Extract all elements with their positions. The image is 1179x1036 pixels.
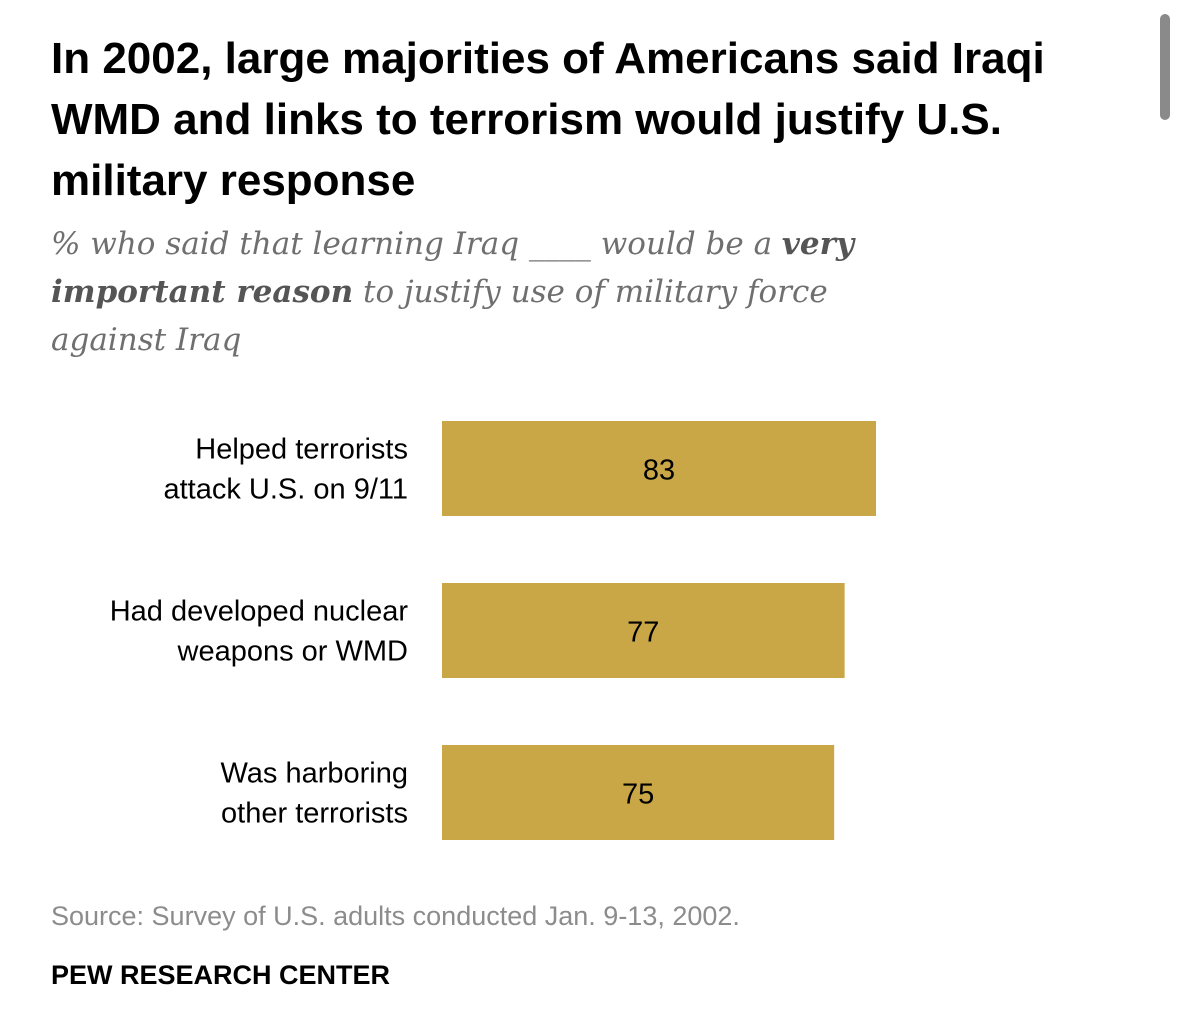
category-label-3-line-1: Was harboring (220, 758, 408, 790)
bar-value-label-3: 75 (622, 779, 654, 811)
chart-subtitle: % who said that learning Iraq ____ would… (51, 220, 931, 364)
bar-value-label-1: 83 (643, 455, 675, 487)
subtitle-blank: ____ (528, 226, 591, 262)
bar-1 (442, 421, 876, 516)
category-label-2-line-1: Had developed nuclear (110, 596, 409, 628)
subtitle-emphasis: very important reason (51, 226, 855, 310)
subtitle-text-middle: would be a (590, 226, 782, 262)
category-label-3-line-2: other terrorists (221, 798, 408, 830)
scrollbar-thumb[interactable] (1160, 14, 1170, 120)
subtitle-text-before: % who said that learning Iraq (51, 226, 529, 262)
pew-research-center-logo: PEW RESEARCH CENTER (51, 960, 391, 990)
source-note: Source: Survey of U.S. adults conducted … (51, 901, 740, 931)
category-label-2-line-2: weapons or WMD (177, 636, 408, 668)
category-label-1-line-1: Helped terrorists (195, 434, 408, 466)
category-label-1-line-2: attack U.S. on 9/11 (164, 474, 409, 506)
bar-3 (442, 745, 835, 840)
bar-2 (442, 583, 845, 678)
chart-title: In 2002, large majorities of Americans s… (51, 34, 1045, 205)
subtitle-text-after: to justify use of military force against… (51, 274, 828, 358)
bar-value-label-2: 77 (627, 617, 659, 649)
